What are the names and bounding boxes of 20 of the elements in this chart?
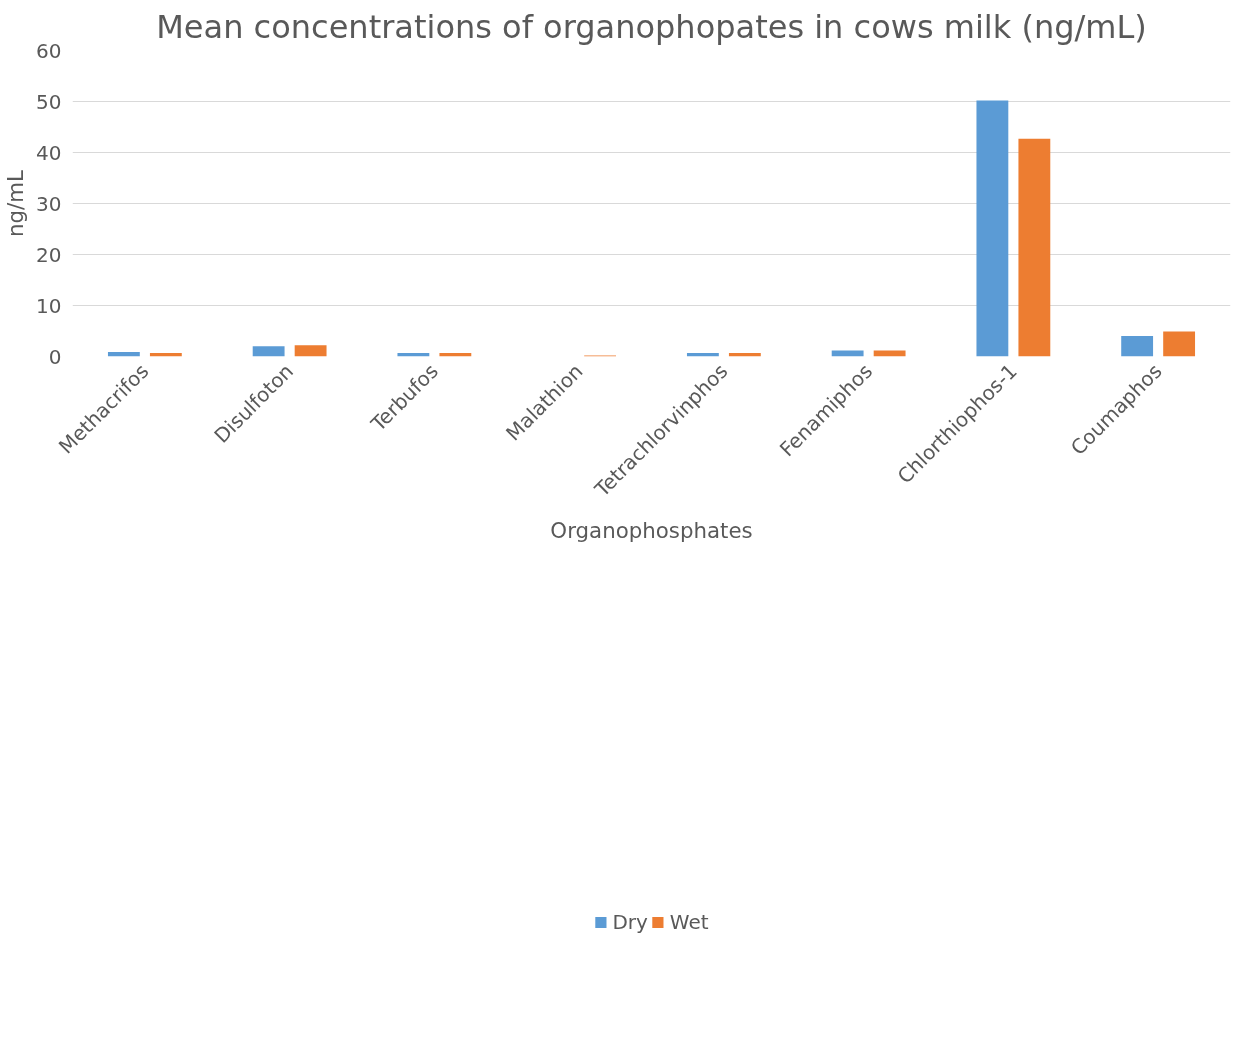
bar — [831, 350, 864, 357]
y-tick-label: 40 — [36, 140, 62, 165]
bar — [1018, 138, 1051, 357]
y-axis-title: ng/mL — [3, 169, 29, 237]
bar — [873, 350, 906, 357]
y-tick-label: 20 — [36, 242, 62, 267]
bar — [1121, 336, 1154, 357]
y-tick-label: 0 — [48, 344, 62, 369]
x-axis-title: Organophosphates — [550, 517, 753, 543]
legend-label: Wet — [669, 909, 709, 934]
bar — [1163, 331, 1196, 357]
y-tick-label: 10 — [36, 293, 62, 318]
bar — [976, 100, 1009, 357]
bar — [252, 346, 285, 357]
y-tick-label: 50 — [36, 89, 62, 114]
chart-title: Mean concentrations of organophopates in cows milk (ng/mL) — [156, 7, 1147, 46]
legend-label: Dry — [612, 909, 648, 934]
bar — [294, 345, 327, 357]
y-tick-label: 30 — [36, 191, 62, 216]
y-tick-label: 60 — [36, 38, 62, 63]
